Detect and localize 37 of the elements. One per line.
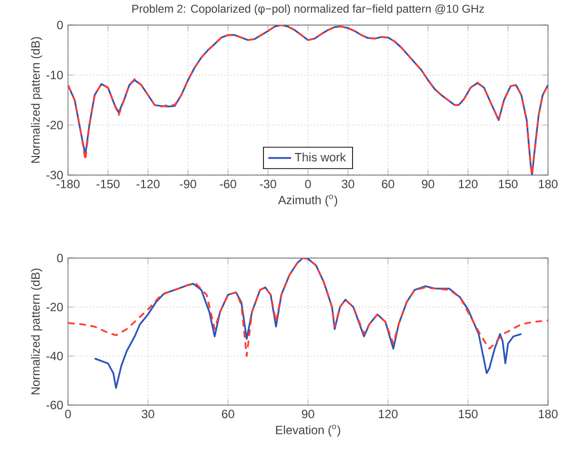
x-tick-label: 30 [142, 410, 154, 418]
x-tick-label: -120 [136, 180, 160, 188]
x-tick-label: 60 [382, 180, 394, 188]
x-tick-label: 0 [65, 410, 71, 418]
y-tick-label: 0 [57, 254, 63, 262]
y-tick-label: -10 [46, 70, 63, 80]
line-series [68, 258, 548, 357]
y-tick-label: -20 [46, 120, 63, 130]
x-tick-label: 120 [458, 180, 478, 188]
y-axis-title: Normalized pattern (dB) [30, 37, 42, 163]
x-tick-label: -90 [180, 180, 196, 188]
x-tick-label: -150 [96, 180, 120, 188]
x-tick-label: 30 [342, 180, 354, 188]
y-tick-label: -20 [46, 302, 63, 312]
x-axis-title: Azimuth ($^{o}$) [278, 194, 338, 207]
y-tick-label: -60 [46, 400, 63, 410]
x-axis-title: Elevation ($^{o}$) [276, 424, 340, 437]
x-tick-label: 120 [378, 410, 398, 418]
x-tick-label: 180 [538, 180, 558, 188]
x-tick-label: -60 [220, 180, 236, 188]
x-tick-label: 150 [498, 180, 518, 188]
line-series [68, 25, 548, 176]
y-tick-label: -30 [46, 170, 63, 180]
x-tick-label: 60 [222, 410, 234, 418]
line-series [94, 258, 522, 389]
legend-label: This work [294, 152, 346, 162]
x-tick-label: 0 [305, 180, 311, 188]
y-tick-label: -40 [46, 352, 63, 360]
chart-title: Problem 2: Copolarized (φ−pol) normalized far−field pattern @10 GHz [132, 4, 484, 15]
y-axis-title: Normalized pattern (dB) [30, 268, 42, 394]
x-tick-label: 90 [302, 410, 314, 418]
x-tick-label: -180 [56, 180, 80, 188]
x-tick-label: 150 [458, 410, 478, 418]
y-tick-label: 0 [57, 20, 63, 30]
x-tick-label: 90 [422, 180, 434, 188]
x-tick-label: 180 [538, 410, 558, 418]
x-tick-label: -30 [260, 180, 276, 188]
